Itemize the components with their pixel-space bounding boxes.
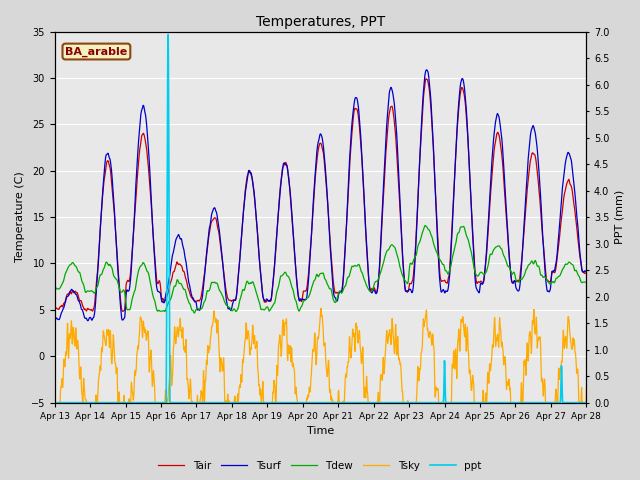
Tair bbox=[51, 307, 58, 313]
Tair bbox=[476, 279, 483, 285]
ppt bbox=[51, 400, 58, 406]
ppt bbox=[475, 400, 483, 406]
Tdew bbox=[421, 223, 429, 228]
Tsky bbox=[336, 400, 344, 406]
Tdew bbox=[51, 283, 58, 289]
Tsurf bbox=[348, 128, 355, 133]
Tdew bbox=[191, 310, 198, 316]
Tdew bbox=[536, 267, 543, 273]
Tdew bbox=[550, 279, 558, 285]
X-axis label: Time: Time bbox=[307, 426, 334, 436]
Tdew bbox=[348, 264, 355, 270]
Tsky bbox=[536, 336, 543, 342]
Tair bbox=[582, 271, 590, 276]
Tair bbox=[422, 76, 430, 82]
ppt bbox=[336, 400, 344, 406]
Tsurf bbox=[51, 316, 58, 322]
Tdew bbox=[476, 272, 483, 277]
Tsky bbox=[199, 397, 207, 403]
Tsurf bbox=[422, 67, 430, 73]
Y-axis label: PPT (mm): PPT (mm) bbox=[615, 190, 625, 244]
Tsurf bbox=[550, 268, 558, 274]
Line: Tsurf: Tsurf bbox=[54, 70, 586, 321]
ppt bbox=[550, 400, 558, 406]
Tsurf bbox=[476, 290, 483, 296]
Tsky bbox=[348, 350, 355, 356]
Tdew bbox=[582, 280, 590, 286]
Tair bbox=[348, 138, 355, 144]
Tair bbox=[536, 195, 543, 201]
Tdew bbox=[336, 288, 344, 294]
Line: Tair: Tair bbox=[54, 79, 586, 312]
Tsurf bbox=[199, 287, 207, 293]
Title: Temperatures, PPT: Temperatures, PPT bbox=[256, 15, 385, 29]
Tsky bbox=[475, 400, 483, 406]
ppt bbox=[348, 400, 355, 406]
Tair bbox=[119, 309, 127, 314]
Tair bbox=[336, 289, 344, 295]
Line: Tsky: Tsky bbox=[54, 308, 586, 403]
Tdew bbox=[199, 302, 207, 308]
Tsurf bbox=[84, 318, 92, 324]
Tsky bbox=[550, 400, 558, 406]
Tair bbox=[199, 280, 207, 286]
Tsurf bbox=[336, 288, 344, 294]
Line: ppt: ppt bbox=[54, 35, 586, 403]
Tsky bbox=[51, 400, 58, 406]
Y-axis label: Temperature (C): Temperature (C) bbox=[15, 172, 25, 263]
ppt bbox=[199, 400, 207, 406]
Tsurf bbox=[582, 268, 590, 274]
ppt bbox=[582, 400, 590, 406]
Tsky bbox=[317, 305, 324, 311]
Text: BA_arable: BA_arable bbox=[65, 47, 127, 57]
Legend: Tair, Tsurf, Tdew, Tsky, ppt: Tair, Tsurf, Tdew, Tsky, ppt bbox=[154, 456, 486, 475]
Tsky bbox=[582, 385, 590, 391]
ppt bbox=[164, 32, 172, 37]
ppt bbox=[536, 400, 543, 406]
Line: Tdew: Tdew bbox=[54, 226, 586, 313]
Tair bbox=[550, 270, 558, 276]
Tsurf bbox=[536, 182, 543, 188]
